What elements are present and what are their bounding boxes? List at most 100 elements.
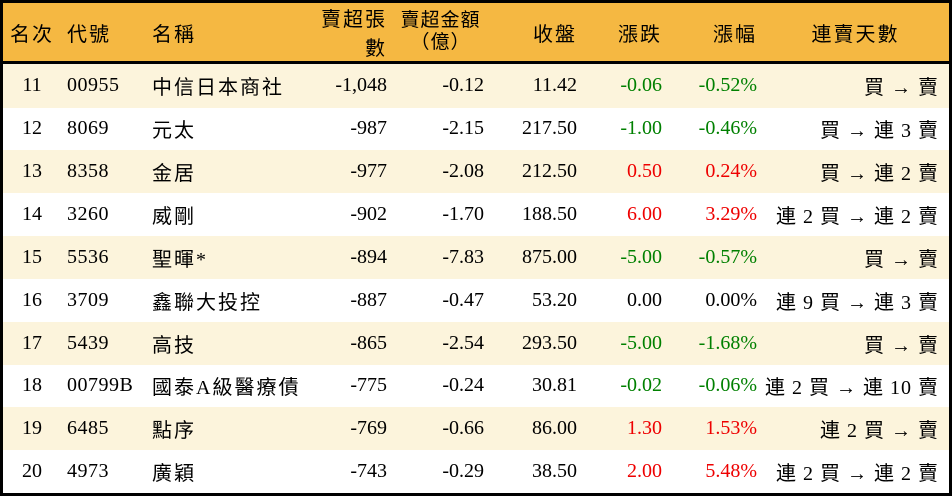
cell-streak: 買 → 賣 bbox=[864, 334, 939, 357]
table-row: 15 5536 聖暉* -894 -7.83 875.00 -5.00 -0.5… bbox=[3, 236, 949, 279]
header-sell-amount-line1: 賣超金額 bbox=[400, 10, 481, 31]
cell-sell-volume: -775 bbox=[350, 374, 387, 397]
cell-sell-amount: -2.08 bbox=[442, 160, 484, 183]
cell-rank: 19 bbox=[22, 417, 42, 440]
cell-close: 212.50 bbox=[522, 160, 577, 183]
cell-change: 0.50 bbox=[627, 160, 662, 183]
cell-code: 00955 bbox=[67, 74, 120, 97]
cell-change-pct: -0.52% bbox=[698, 74, 757, 97]
cell-streak: 買 → 賣 bbox=[864, 248, 939, 271]
table-row: 12 8069 元太 -987 -2.15 217.50 -1.00 -0.46… bbox=[3, 107, 949, 151]
cell-change-pct: 5.48% bbox=[705, 460, 757, 483]
cell-name: 廣穎 bbox=[152, 463, 196, 486]
header-code: 代號 bbox=[61, 3, 146, 64]
cell-code: 3260 bbox=[67, 203, 109, 226]
cell-sell-volume: -743 bbox=[350, 460, 387, 483]
cell-sell-amount: -2.54 bbox=[442, 331, 484, 354]
table-row: 19 6485 點序 -769 -0.66 86.00 1.30 1.53% 連… bbox=[3, 407, 949, 451]
cell-rank: 17 bbox=[22, 331, 42, 354]
cell-change: -0.02 bbox=[620, 374, 662, 397]
cell-change: -5.00 bbox=[620, 331, 662, 354]
cell-name: 元太 bbox=[152, 120, 196, 143]
cell-change: 6.00 bbox=[627, 203, 662, 226]
cell-code: 8358 bbox=[67, 160, 109, 183]
cell-change-pct: -0.06% bbox=[698, 374, 757, 397]
header-change-pct: 漲幅 bbox=[667, 3, 762, 64]
cell-sell-amount: -1.70 bbox=[442, 203, 484, 226]
cell-streak: 買 → 連 3 賣 bbox=[820, 120, 939, 143]
cell-name: 國泰A級醫療債 bbox=[152, 377, 301, 400]
cell-change: 0.00 bbox=[627, 288, 662, 311]
cell-name: 聖暉* bbox=[152, 248, 208, 271]
cell-rank: 13 bbox=[22, 160, 42, 183]
cell-streak: 買 → 賣 bbox=[864, 77, 939, 100]
table-body: 11 00955 中信日本商社 -1,048 -0.12 11.42 -0.06… bbox=[3, 62, 949, 493]
cell-sell-volume: -977 bbox=[350, 160, 387, 183]
cell-sell-amount: -0.24 bbox=[442, 374, 484, 397]
header-sell-amount-line2: （億） bbox=[410, 32, 471, 53]
cell-streak: 連 2 買 → 賣 bbox=[820, 420, 939, 443]
header-sell-amount: 賣超金額 （億） bbox=[392, 3, 489, 64]
cell-code: 8069 bbox=[67, 117, 109, 140]
cell-change: -1.00 bbox=[620, 117, 662, 140]
cell-close: 53.20 bbox=[532, 288, 577, 311]
cell-sell-amount: -7.83 bbox=[442, 245, 484, 268]
cell-change-pct: -0.57% bbox=[698, 245, 757, 268]
cell-rank: 15 bbox=[22, 245, 42, 268]
table-row: 14 3260 威剛 -902 -1.70 188.50 6.00 3.29% … bbox=[3, 193, 949, 237]
cell-streak: 連 9 買 → 連 3 賣 bbox=[776, 291, 939, 314]
cell-change-pct: -1.68% bbox=[698, 331, 757, 354]
header-rank: 名次 bbox=[3, 3, 61, 64]
cell-close: 11.42 bbox=[532, 74, 577, 97]
cell-close: 38.50 bbox=[532, 460, 577, 483]
header-change: 漲跌 bbox=[582, 3, 667, 64]
cell-streak: 連 2 買 → 連 10 賣 bbox=[765, 377, 939, 400]
cell-change-pct: 1.53% bbox=[705, 417, 757, 440]
cell-change-pct: -0.46% bbox=[698, 117, 757, 140]
cell-sell-volume: -902 bbox=[350, 203, 387, 226]
cell-name: 鑫聯大投控 bbox=[152, 291, 262, 314]
cell-change-pct: 0.24% bbox=[705, 160, 757, 183]
cell-change: -0.06 bbox=[620, 74, 662, 97]
table-row: 20 4973 廣穎 -743 -0.29 38.50 2.00 5.48% 連… bbox=[3, 450, 949, 493]
cell-code: 4973 bbox=[67, 460, 109, 483]
header-name: 名稱 bbox=[146, 3, 306, 64]
table-row: 13 8358 金居 -977 -2.08 212.50 0.50 0.24% … bbox=[3, 150, 949, 194]
cell-streak: 連 2 買 → 連 2 賣 bbox=[776, 463, 939, 486]
cell-sell-amount: -0.47 bbox=[442, 288, 484, 311]
cell-rank: 14 bbox=[22, 203, 42, 226]
cell-sell-amount: -0.12 bbox=[442, 74, 484, 97]
cell-code: 3709 bbox=[67, 288, 109, 311]
cell-rank: 18 bbox=[22, 374, 42, 397]
cell-change-pct: 3.29% bbox=[705, 203, 757, 226]
cell-close: 86.00 bbox=[532, 417, 577, 440]
cell-name: 威剛 bbox=[152, 206, 196, 229]
cell-change-pct: 0.00% bbox=[705, 288, 757, 311]
cell-sell-volume: -987 bbox=[350, 117, 387, 140]
cell-close: 293.50 bbox=[522, 331, 577, 354]
cell-close: 188.50 bbox=[522, 203, 577, 226]
cell-code: 6485 bbox=[67, 417, 109, 440]
cell-sell-volume: -887 bbox=[350, 288, 387, 311]
cell-name: 高技 bbox=[152, 334, 196, 357]
cell-code: 00799B bbox=[67, 374, 134, 397]
cell-streak: 連 2 買 → 連 2 賣 bbox=[776, 206, 939, 229]
cell-name: 中信日本商社 bbox=[152, 77, 284, 100]
header-streak: 連賣天數 bbox=[762, 3, 949, 64]
table-row: 16 3709 鑫聯大投控 -887 -0.47 53.20 0.00 0.00… bbox=[3, 278, 949, 322]
cell-rank: 11 bbox=[22, 74, 42, 97]
header-sell-volume: 賣超張數 bbox=[306, 3, 392, 64]
header-row: 名次 代號 名稱 賣超張數 賣超金額 （億） 收盤 漲跌 漲幅 連賣天數 bbox=[3, 3, 949, 64]
cell-sell-amount: -0.29 bbox=[442, 460, 484, 483]
cell-rank: 20 bbox=[22, 460, 42, 483]
cell-streak: 買 → 連 2 賣 bbox=[820, 163, 939, 186]
cell-close: 875.00 bbox=[522, 245, 577, 268]
cell-sell-volume: -865 bbox=[350, 331, 387, 354]
cell-change: 1.30 bbox=[627, 417, 662, 440]
cell-change: 2.00 bbox=[627, 460, 662, 483]
cell-sell-amount: -2.15 bbox=[442, 117, 484, 140]
table-row: 18 00799B 國泰A級醫療債 -775 -0.24 30.81 -0.02… bbox=[3, 364, 949, 408]
cell-rank: 12 bbox=[22, 117, 42, 140]
cell-close: 217.50 bbox=[522, 117, 577, 140]
cell-rank: 16 bbox=[22, 288, 42, 311]
